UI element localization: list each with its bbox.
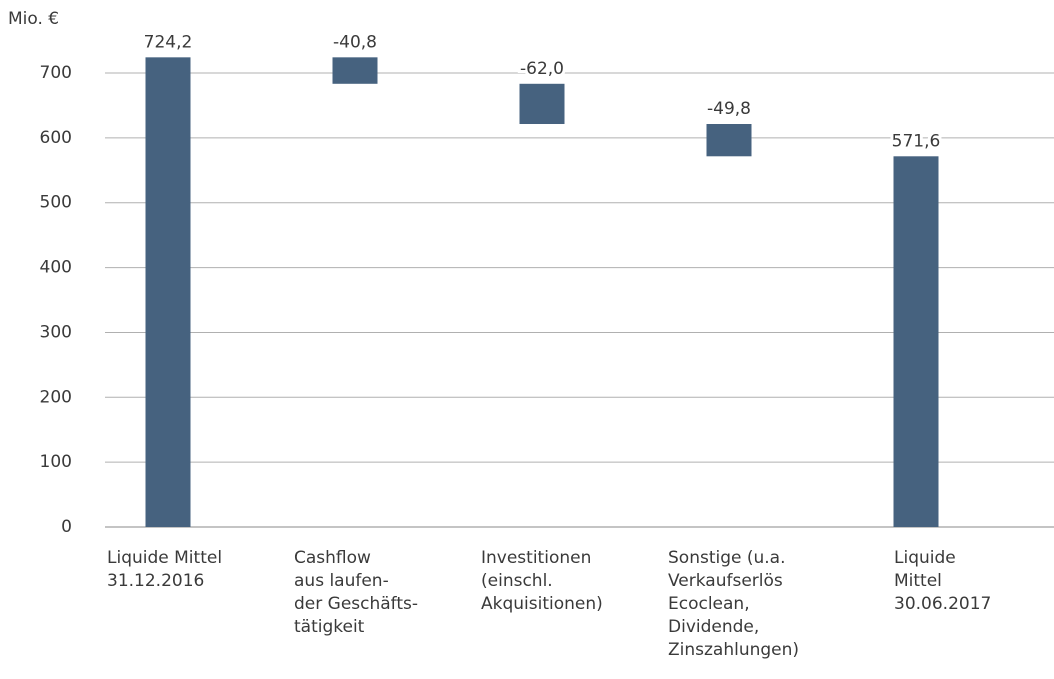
x-tick-label: Sonstige (u.a. xyxy=(668,548,786,568)
value-label: 571,6 xyxy=(892,131,941,151)
bar xyxy=(519,83,565,125)
value-label: -62,0 xyxy=(520,59,564,79)
x-tick-label: 31.12.2016 xyxy=(107,571,204,591)
x-tick-label: (einschl. xyxy=(481,571,553,591)
x-tick-label: Akquisitionen) xyxy=(481,594,603,614)
x-tick-label: Liquide Mittel xyxy=(107,548,222,568)
bar xyxy=(706,124,752,157)
x-tick-label: Liquide xyxy=(894,548,956,568)
x-tick-label: Investitionen xyxy=(481,548,591,568)
y-tick-label: 300 xyxy=(40,322,72,342)
value-label: 724,2 xyxy=(144,32,193,52)
x-tick-label: Ecoclean, xyxy=(668,594,750,614)
x-tick-label: Verkaufserlös xyxy=(668,571,783,591)
y-tick-label: 200 xyxy=(40,387,72,407)
bar xyxy=(332,57,378,84)
y-tick-label: 700 xyxy=(40,63,72,83)
x-tick-label: Mittel xyxy=(894,571,942,591)
x-tick-label: Dividende, xyxy=(668,617,759,637)
y-tick-label: 600 xyxy=(40,128,72,148)
y-tick-label: 400 xyxy=(40,258,72,278)
y-tick-label: 100 xyxy=(40,452,72,472)
x-tick-label: der Geschäfts- xyxy=(294,594,418,614)
y-tick-label: 500 xyxy=(40,193,72,213)
bar xyxy=(145,57,191,528)
y-tick-label: 0 xyxy=(61,517,72,537)
value-label: -49,8 xyxy=(707,99,751,119)
x-tick-label: Zinszahlungen) xyxy=(668,640,799,660)
x-tick-label: 30.06.2017 xyxy=(894,594,991,614)
value-label: -40,8 xyxy=(333,32,377,52)
x-tick-label: tätigkeit xyxy=(294,617,365,637)
x-tick-label: aus laufen- xyxy=(294,571,389,591)
x-tick-label: Cashflow xyxy=(294,548,371,568)
y-axis-label: Mio. € xyxy=(8,9,59,29)
bar xyxy=(893,156,939,527)
